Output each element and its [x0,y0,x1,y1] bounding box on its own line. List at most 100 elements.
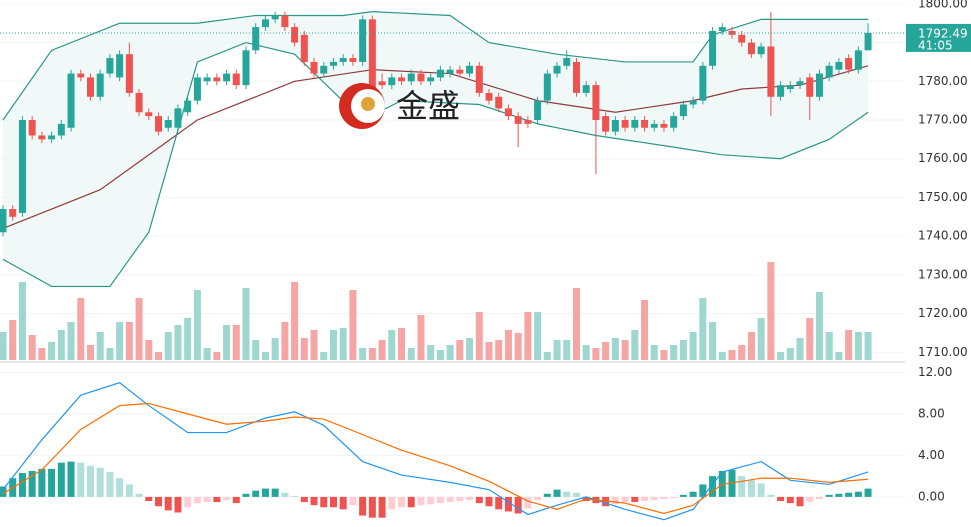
candle-body [572,61,580,93]
macd-histogram-bar [368,496,376,518]
candle-body [835,61,843,70]
macd-histogram-bar [679,494,687,497]
macd-histogram-bar [709,476,717,497]
candle-body [670,116,678,128]
candle-body [320,65,328,74]
macd-histogram-bar [806,496,814,503]
volume-bar [806,318,814,360]
y-tick-label: 8.00 [918,406,945,420]
volume-bar [135,298,143,360]
candle-body [28,120,36,136]
macd-histogram-bar [466,496,474,501]
volume-bar [57,330,65,360]
candle-body [398,77,406,82]
candle-body [495,96,503,109]
macd-histogram-bar [563,491,571,497]
macd-histogram-bar [96,467,104,497]
macd-histogram-bar [446,496,454,503]
candle-body [767,46,775,97]
volume-bar [261,352,269,360]
macd-histogram-bar [86,465,94,497]
macd-histogram-bar [116,478,124,497]
indicator-line [2,65,869,229]
volume-bar [621,340,629,360]
macd-histogram-bar [864,488,872,497]
volume-bar [242,288,250,360]
candle-body [135,92,143,113]
macd-histogram-bar [845,492,853,497]
candle-body [106,58,114,74]
volume-bar [281,322,289,360]
macd-histogram-bar [359,496,367,516]
candle-body [116,54,124,78]
macd-histogram-bar [242,493,250,497]
volume-bar [446,345,454,360]
macd-line [2,382,869,521]
y-tick-label: 1780.00 [918,74,968,88]
macd-histogram-bar [77,462,85,497]
volume-bar [38,348,46,360]
candle-body [232,73,240,86]
macd-histogram-bar [252,490,260,497]
candle-body [86,77,94,97]
macd-histogram-bar [621,496,629,503]
macd-histogram-bar [223,496,231,501]
candle-body [184,100,192,113]
volume-bar [145,340,153,360]
y-tick-label: 1710.00 [918,345,968,359]
volume-bar [368,348,376,360]
volume-bar [854,332,862,360]
candle-body [329,61,337,66]
candle-body [155,116,163,132]
volume-bar [174,325,182,360]
macd-histogram-bar [28,470,36,497]
volume-bar [378,340,386,360]
macd-histogram-bar [106,471,114,497]
volume-bar [747,332,755,360]
candle-body [777,85,785,97]
candle-body [446,69,454,74]
y-tick-label: 12.00 [918,365,952,379]
volume-bar [213,352,221,360]
volume-bar [223,325,231,360]
band-fill [3,11,869,287]
volume-bar [48,342,56,360]
candle-body [38,135,46,140]
volume-bar [670,345,678,360]
volume-bar [864,332,872,360]
candle-body [9,209,17,217]
macd-histogram-bar [738,476,746,497]
volume-bar [407,348,415,360]
countdown: 41:05 [918,38,953,52]
volume-bar [563,340,571,360]
candle-body [660,123,668,128]
macd-histogram-bar [815,496,823,499]
volume-bar [485,342,493,360]
candle-body [48,135,56,140]
candle-body [524,120,532,124]
macd-histogram-bar [475,496,483,504]
macd-histogram-bar [524,496,532,509]
candle-body [534,100,542,120]
candle-body [825,65,833,78]
macd-histogram-bar [339,496,347,510]
volume-bar [738,345,746,360]
candle-body [864,32,872,51]
candle-body [242,50,250,86]
volume-bar [300,338,308,360]
price-label: 1792.49 [918,26,968,40]
macd-line [2,402,869,515]
volume-bar [845,330,853,360]
volume-bar [728,350,736,360]
candle-body [582,85,590,93]
volume-bar [786,348,794,360]
macd-histogram-bar [670,496,678,498]
volume-bar [310,330,318,360]
candle-body [57,123,65,136]
candle-body [563,58,571,66]
candle-body [261,19,269,28]
macd-histogram-bar [747,480,755,497]
volume-bar [359,348,367,360]
candle-body [417,73,425,82]
